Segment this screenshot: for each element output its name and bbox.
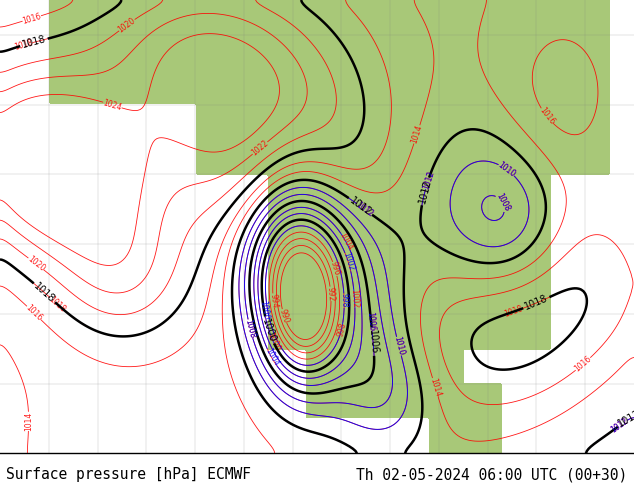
Text: 1006: 1006 xyxy=(366,311,377,331)
Text: 994: 994 xyxy=(268,293,279,308)
Text: 996: 996 xyxy=(328,261,342,277)
Text: 1022: 1022 xyxy=(250,139,270,158)
Text: Th 02-05-2024 06:00 UTC (00+30): Th 02-05-2024 06:00 UTC (00+30) xyxy=(356,467,628,482)
Text: 1014: 1014 xyxy=(24,412,33,431)
Text: 1012: 1012 xyxy=(616,409,634,429)
Text: 1018: 1018 xyxy=(503,304,524,319)
Text: 1012: 1012 xyxy=(354,200,375,219)
Text: 1000: 1000 xyxy=(258,299,270,320)
Text: 1012: 1012 xyxy=(421,170,436,191)
Text: 1012: 1012 xyxy=(417,178,433,204)
Text: 992: 992 xyxy=(326,286,336,301)
Text: 1010: 1010 xyxy=(496,160,517,179)
Text: 1018: 1018 xyxy=(13,38,34,52)
Text: 1010: 1010 xyxy=(496,160,517,179)
Text: 1018: 1018 xyxy=(32,281,57,305)
Text: 1014: 1014 xyxy=(428,377,443,398)
Text: 1014: 1014 xyxy=(410,124,424,145)
Text: 1010: 1010 xyxy=(392,336,406,357)
Text: 1012: 1012 xyxy=(354,200,375,219)
Text: 1012: 1012 xyxy=(609,416,630,435)
Text: 1002: 1002 xyxy=(349,289,359,308)
Text: 1008: 1008 xyxy=(494,192,511,213)
Text: 1000: 1000 xyxy=(261,317,278,343)
Text: 1004: 1004 xyxy=(337,231,354,252)
Text: 1012: 1012 xyxy=(609,416,630,435)
Text: 1012: 1012 xyxy=(421,170,436,191)
Text: 1020: 1020 xyxy=(117,16,137,34)
Text: 1000: 1000 xyxy=(266,331,281,353)
Text: 1006: 1006 xyxy=(367,329,379,354)
Text: 1016: 1016 xyxy=(24,303,44,323)
Text: 1016: 1016 xyxy=(537,106,556,126)
Text: 1008: 1008 xyxy=(243,318,257,339)
Text: 1004: 1004 xyxy=(263,347,280,368)
Text: 990: 990 xyxy=(278,308,290,324)
Text: 1010: 1010 xyxy=(392,336,406,357)
Text: 1008: 1008 xyxy=(494,192,511,213)
Text: 1002: 1002 xyxy=(341,251,356,272)
Text: 1008: 1008 xyxy=(243,318,257,339)
Text: 998: 998 xyxy=(340,294,349,308)
Text: 1016: 1016 xyxy=(22,11,42,25)
Text: 1012: 1012 xyxy=(347,195,373,218)
Text: Surface pressure [hPa] ECMWF: Surface pressure [hPa] ECMWF xyxy=(6,467,251,482)
Text: 1024: 1024 xyxy=(102,98,123,112)
Text: 1018: 1018 xyxy=(523,294,550,312)
Text: 998: 998 xyxy=(335,321,347,338)
Text: 1018: 1018 xyxy=(47,294,67,314)
Text: 1006: 1006 xyxy=(366,311,377,331)
Text: 1020: 1020 xyxy=(25,254,46,273)
Text: 1018: 1018 xyxy=(21,34,47,50)
Text: 1016: 1016 xyxy=(573,354,593,374)
